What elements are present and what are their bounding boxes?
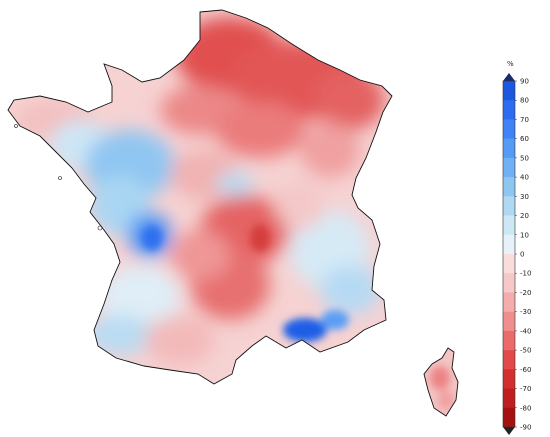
legend-tick-label: 40 <box>520 174 529 182</box>
legend-tick-label: -10 <box>520 270 531 278</box>
legend-tick-label: 20 <box>520 212 529 220</box>
legend-tick-label: -50 <box>520 347 531 355</box>
legend-swatch <box>503 215 515 236</box>
legend-tick-label: 0 <box>520 251 524 259</box>
legend-swatch <box>503 311 515 332</box>
legend-tick-label: -80 <box>520 404 531 412</box>
legend-swatch <box>503 138 515 159</box>
legend-tick-label: 30 <box>520 193 529 201</box>
island <box>14 124 18 128</box>
legend-swatch <box>503 292 515 312</box>
legend-swatch <box>503 330 515 351</box>
legend-tick-label: 90 <box>520 78 529 86</box>
legend-swatch <box>503 388 515 409</box>
legend-swatch <box>503 196 515 216</box>
legend-tick-label: -20 <box>520 289 531 297</box>
legend-swatch <box>503 234 515 255</box>
legend-tick-label: -90 <box>520 424 531 432</box>
legend-tick-label: 70 <box>520 116 529 124</box>
legend-colorbar <box>502 73 516 435</box>
legend-max-arrow <box>503 73 515 81</box>
legend-ticks: 90 80 70 60 50 40 30 20 10 0 -10 -20 -30 -40 -50 -60 -70… <box>515 78 531 432</box>
legend-min-arrow <box>503 427 515 435</box>
legend-swatch <box>503 119 515 139</box>
legend-unit: % <box>507 60 514 68</box>
legend-swatch <box>503 157 515 178</box>
legend-tick-label: 10 <box>520 231 529 239</box>
island <box>97 225 103 231</box>
legend-tick-label: -30 <box>520 308 531 316</box>
color-legend: % 90 80 70 60 50 40 30 20 10 0 -10 -20 -30 -40 -50 -60 -… <box>502 60 531 435</box>
legend-tick-label: 60 <box>520 135 529 143</box>
island <box>58 176 62 180</box>
legend-swatch <box>503 254 515 274</box>
legend-swatch <box>503 407 515 428</box>
legend-tick-label: 80 <box>520 97 529 105</box>
legend-tick-label: 50 <box>520 154 529 162</box>
legend-swatch <box>503 177 515 197</box>
legend-swatch <box>503 100 515 120</box>
legend-swatch <box>503 81 515 101</box>
legend-tick-label: -40 <box>520 327 531 335</box>
legend-swatch <box>503 273 515 293</box>
legend-swatch <box>503 369 515 389</box>
legend-tick-label: -70 <box>520 385 531 393</box>
legend-swatch <box>503 350 515 370</box>
legend-tick-label: -60 <box>520 366 531 374</box>
france-anomaly-field <box>8 10 392 384</box>
corsica-anomaly-field <box>424 348 458 416</box>
